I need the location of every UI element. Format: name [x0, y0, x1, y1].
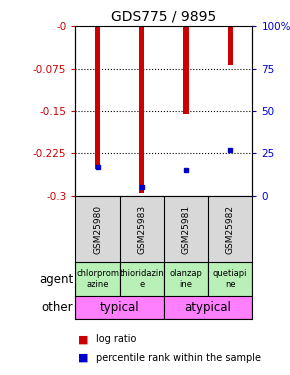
Text: thioridazin
e: thioridazin e — [119, 269, 164, 289]
Text: log ratio: log ratio — [96, 334, 136, 344]
Text: GSM25981: GSM25981 — [182, 204, 191, 254]
Title: GDS775 / 9895: GDS775 / 9895 — [111, 10, 216, 24]
Bar — [119, 262, 164, 296]
Text: other: other — [41, 301, 73, 314]
Text: GSM25980: GSM25980 — [93, 204, 102, 254]
Text: ■: ■ — [78, 334, 89, 344]
Text: olanzap
ine: olanzap ine — [170, 269, 202, 289]
Bar — [164, 296, 252, 319]
Bar — [208, 262, 252, 296]
Bar — [75, 262, 119, 296]
Text: typical: typical — [100, 301, 139, 314]
Bar — [75, 296, 164, 319]
Text: quetiapi
ne: quetiapi ne — [213, 269, 247, 289]
Text: agent: agent — [39, 273, 73, 286]
Text: percentile rank within the sample: percentile rank within the sample — [96, 353, 261, 363]
Bar — [139, 26, 144, 193]
Text: atypical: atypical — [185, 301, 231, 314]
Text: GSM25982: GSM25982 — [226, 205, 235, 254]
Bar — [95, 26, 100, 169]
Text: ■: ■ — [78, 353, 89, 363]
Text: GSM25983: GSM25983 — [137, 204, 146, 254]
Bar — [164, 262, 208, 296]
Bar — [228, 26, 233, 64]
Text: chlorprom
azine: chlorprom azine — [76, 269, 119, 289]
Bar — [183, 26, 188, 114]
